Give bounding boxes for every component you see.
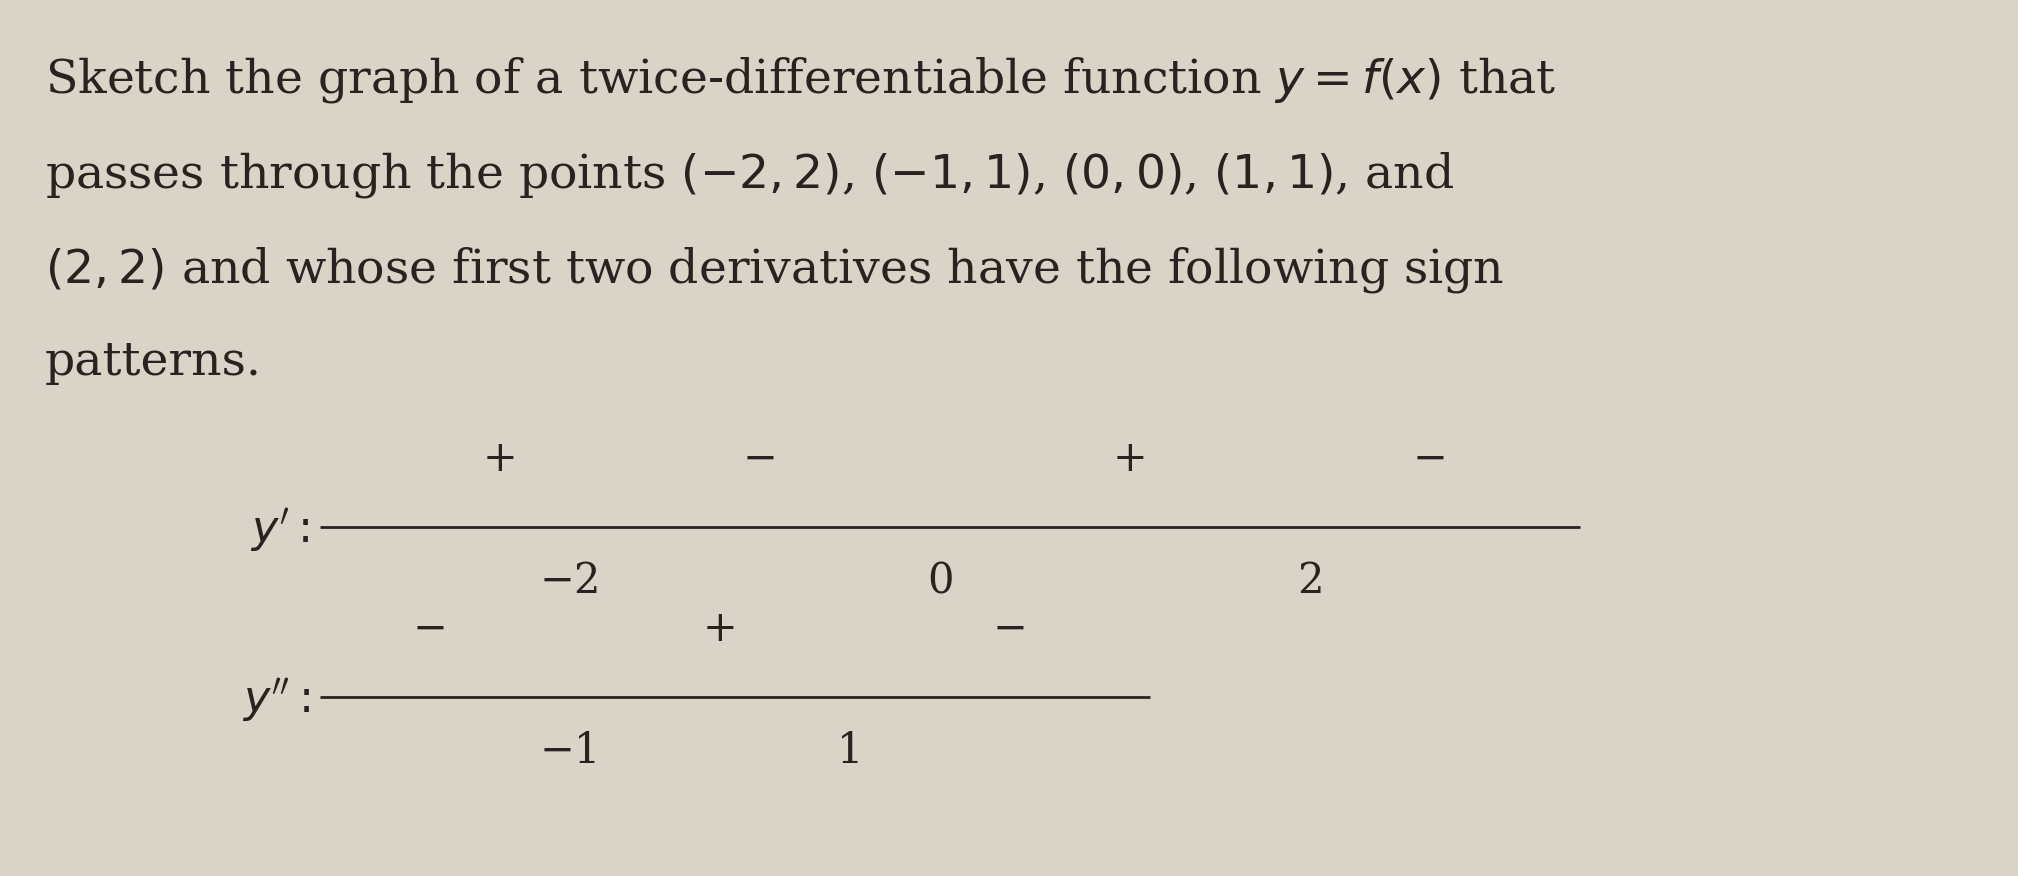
- Text: +: +: [1112, 438, 1148, 480]
- Text: +: +: [482, 438, 517, 480]
- Text: −: −: [993, 608, 1027, 650]
- Text: −: −: [412, 608, 448, 650]
- Text: patterns.: patterns.: [44, 340, 262, 385]
- Text: 0: 0: [926, 560, 952, 602]
- Text: 2: 2: [1298, 560, 1324, 602]
- Text: 1: 1: [837, 730, 864, 772]
- Text: −1: −1: [539, 730, 601, 772]
- Text: −: −: [1413, 438, 1447, 480]
- Text: $y':$: $y':$: [250, 506, 311, 554]
- Text: −2: −2: [539, 560, 601, 602]
- Text: passes through the points $(-2, 2)$, $(-1, 1)$, $(0, 0)$, $(1, 1)$, and: passes through the points $(-2, 2)$, $(-…: [44, 150, 1455, 200]
- Text: Sketch the graph of a twice-differentiable function $y = f(x)$ that: Sketch the graph of a twice-differentiab…: [44, 55, 1556, 105]
- Text: $y'':$: $y'':$: [242, 676, 311, 724]
- Text: +: +: [702, 608, 737, 650]
- Text: $(2, 2)$ and whose first two derivatives have the following sign: $(2, 2)$ and whose first two derivatives…: [44, 245, 1503, 295]
- Text: −: −: [743, 438, 777, 480]
